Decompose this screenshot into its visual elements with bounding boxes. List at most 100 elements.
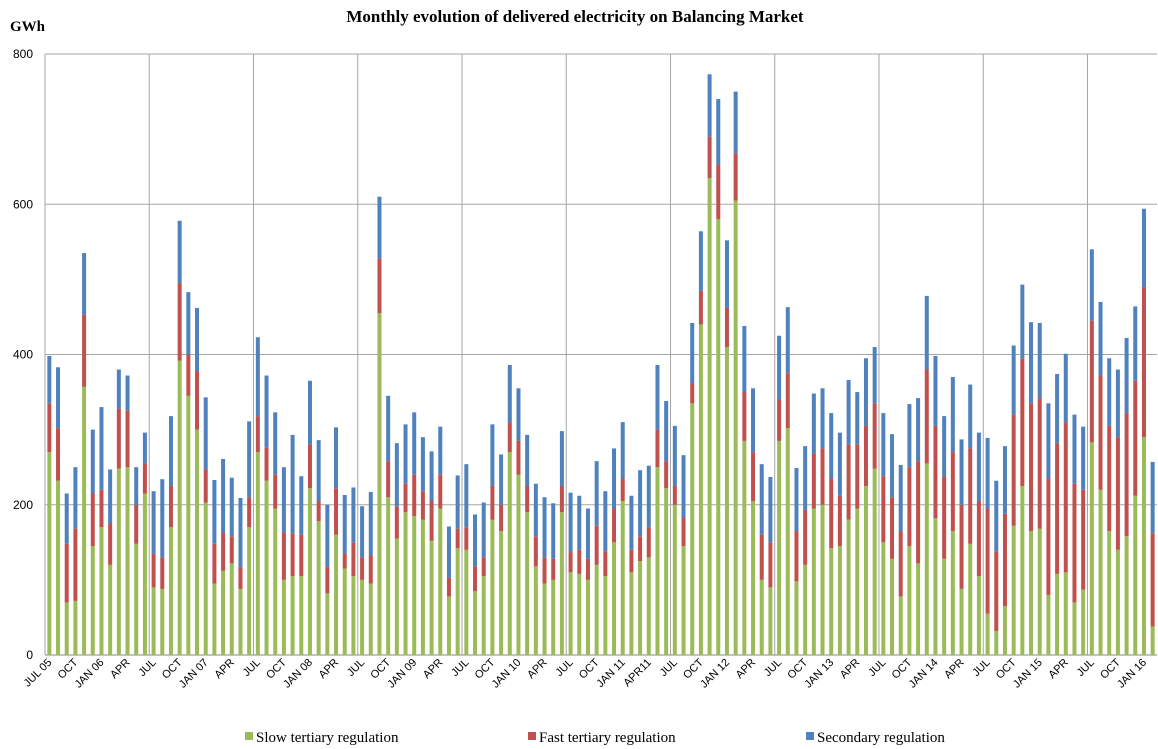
bar-segment — [151, 553, 156, 588]
bar-segment — [1107, 425, 1112, 532]
bar-segment — [620, 500, 625, 655]
bar-segment — [47, 452, 52, 655]
bar-segment — [1115, 549, 1120, 655]
bar-segment — [386, 395, 391, 462]
bar-segment — [1029, 531, 1034, 655]
bar-segment — [351, 487, 356, 543]
bar-segment — [1150, 626, 1155, 655]
bar-segment — [168, 527, 173, 655]
bar-segment — [195, 429, 200, 655]
bar-segment — [690, 403, 695, 655]
bar-segment — [64, 602, 69, 655]
bar-segment — [794, 467, 799, 532]
bar-segment — [846, 444, 851, 520]
bar-segment — [125, 375, 130, 411]
x-tick-label: APR11 — [621, 657, 654, 690]
x-tick-label: JAN 13 — [802, 657, 836, 691]
bar-segment — [299, 476, 304, 535]
bar-segment — [916, 398, 921, 462]
x-tick-label: JAN 06 — [73, 657, 107, 691]
bar-segment — [916, 461, 921, 564]
bar-segment — [855, 508, 860, 655]
x-tick-label: JUL — [970, 657, 992, 679]
bar-segment — [837, 432, 842, 496]
bar-segment — [82, 386, 87, 655]
bar-segment — [933, 425, 938, 519]
bar-segment — [186, 354, 191, 396]
bar-segment — [1098, 301, 1103, 376]
x-tick-label: JAN 07 — [177, 657, 211, 691]
bar-segment — [907, 467, 912, 547]
bar-segment — [707, 177, 712, 656]
x-tick-label: JAN 08 — [281, 657, 315, 691]
bar-segment — [1124, 536, 1129, 655]
bar-segment — [73, 528, 78, 601]
legend-label: Secondary regulation — [817, 730, 945, 746]
bar-segment — [82, 253, 87, 315]
bar-segment — [594, 461, 599, 526]
bar-segment — [464, 527, 469, 550]
bar-segment — [334, 427, 339, 489]
bar-segment — [768, 476, 773, 543]
bar-segment — [1063, 353, 1068, 423]
bar-segment — [229, 563, 234, 655]
bar-segment — [846, 519, 851, 655]
x-tick-label: JAN 14 — [907, 657, 941, 691]
bar-segment — [924, 463, 929, 655]
bar-segment — [733, 200, 738, 655]
bar-segment — [412, 516, 417, 655]
bar-segment — [1089, 320, 1094, 443]
bar-segment — [151, 587, 156, 655]
bar-segment — [594, 564, 599, 655]
bar-segment — [533, 536, 538, 567]
bar-segment — [1081, 589, 1086, 655]
y-tick-label: 600 — [13, 197, 33, 211]
legend-swatch — [806, 732, 814, 740]
bar-segment — [151, 491, 156, 554]
x-tick-label: JUL — [553, 657, 575, 679]
bar-segment — [759, 579, 764, 655]
bar-segment — [1150, 461, 1155, 534]
bar-segment — [655, 365, 660, 430]
bar-segment — [255, 337, 260, 417]
bar-segment — [525, 485, 530, 513]
bar-segment — [412, 474, 417, 517]
bar-segment — [438, 508, 443, 655]
bar-segment — [47, 356, 52, 404]
bar-segment — [160, 588, 165, 655]
bar-segment — [811, 508, 816, 655]
bar-segment — [229, 477, 234, 537]
bar-segment — [803, 564, 808, 655]
bar-segment — [420, 437, 425, 492]
bar-segment — [785, 307, 790, 374]
x-tick-label: JUL — [136, 657, 158, 679]
bar-segment — [959, 439, 964, 505]
bar-segment — [116, 408, 121, 469]
bar-segment — [803, 510, 808, 565]
bar-segment — [507, 365, 512, 423]
bar-segment — [1055, 443, 1060, 574]
bar-segment — [664, 401, 669, 462]
bar-segment — [681, 546, 686, 655]
bar-segment — [881, 476, 886, 543]
bar-segment — [168, 416, 173, 486]
bar-segment — [837, 495, 842, 547]
bar-segment — [872, 346, 877, 404]
x-tick-label: JUL — [866, 657, 888, 679]
bar-segment — [1072, 414, 1077, 484]
y-tick-label: 200 — [13, 498, 33, 512]
bar-segment — [290, 434, 295, 534]
bar-segment — [985, 437, 990, 509]
bar-segment — [325, 504, 330, 567]
bar-segment — [959, 588, 964, 655]
bar-segment — [56, 428, 61, 481]
bar-segment — [777, 399, 782, 441]
bar-segment — [751, 500, 756, 655]
bar-segment — [455, 548, 460, 655]
bar-segment — [942, 476, 947, 559]
bar-segment — [64, 543, 69, 603]
bar-segment — [976, 576, 981, 655]
x-tick-label: JAN 16 — [1115, 657, 1149, 691]
bar-segment — [1072, 602, 1077, 655]
